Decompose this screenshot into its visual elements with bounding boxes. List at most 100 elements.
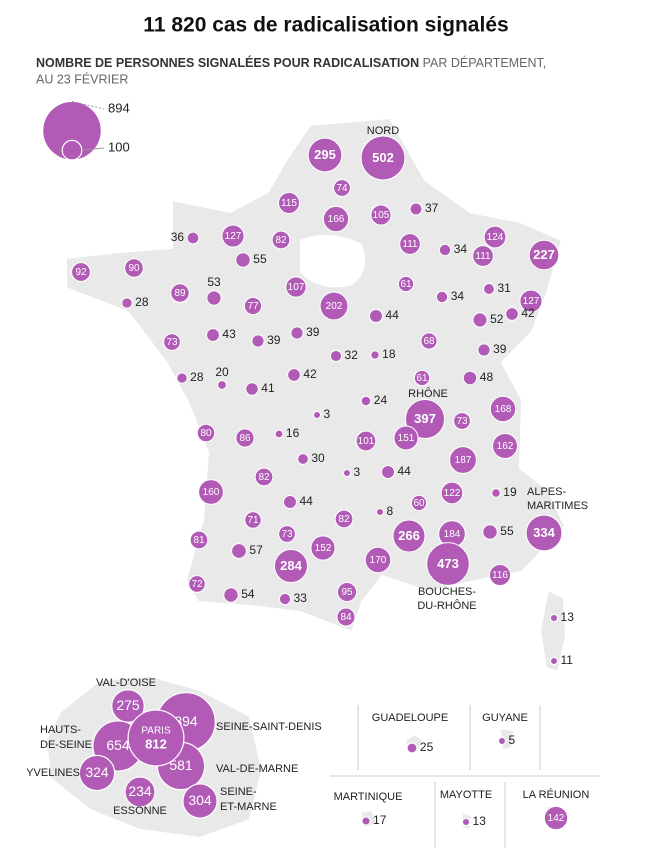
value-label: 304	[188, 792, 212, 808]
value-label: 654	[106, 737, 130, 753]
value-label: 61	[400, 279, 412, 290]
bubble	[307, 137, 343, 173]
value-label: 473	[437, 556, 459, 571]
value-label: 73	[166, 337, 178, 348]
subtitle-date: AU 23 FÉVRIER	[36, 71, 128, 86]
value-label: 82	[275, 235, 287, 246]
bubble	[170, 283, 190, 303]
value-label: 162	[497, 441, 514, 452]
value-label: 54	[241, 587, 255, 601]
value-label: 61	[416, 373, 428, 384]
overseas-name: GUYANE	[482, 712, 528, 724]
value-label: 11	[561, 653, 574, 667]
value-label: 105	[373, 210, 390, 221]
value-label: 84	[340, 612, 352, 623]
value-label: 266	[398, 528, 420, 543]
bubble	[498, 737, 506, 745]
bubble	[285, 276, 307, 298]
bubble	[528, 239, 560, 271]
value-label: 41	[261, 381, 275, 395]
bubble	[376, 508, 384, 516]
bubble	[277, 191, 301, 215]
value-label: 116	[492, 570, 508, 581]
bubble	[549, 613, 559, 623]
value-label: 53	[207, 275, 221, 289]
value-label: 55	[500, 524, 514, 538]
bubble	[111, 689, 145, 723]
bubble	[278, 525, 296, 543]
bubble	[438, 243, 452, 257]
bubble	[78, 754, 116, 792]
value-label: 122	[444, 488, 461, 499]
value-label: 17	[373, 813, 387, 827]
value-label: 187	[455, 455, 472, 466]
region-name: VAL-D'OISE	[96, 677, 156, 689]
value-label: 34	[454, 242, 468, 256]
bubble	[360, 395, 372, 407]
value-label: 334	[533, 525, 555, 540]
legend-circle	[42, 100, 102, 161]
bubble	[322, 205, 350, 233]
value-label: 5	[509, 733, 516, 747]
value-label: 42	[521, 306, 535, 320]
value-label: 13	[473, 814, 487, 828]
bubble	[488, 563, 512, 587]
bubble	[343, 469, 351, 477]
value-label: 24	[374, 393, 388, 407]
value-label: 42	[303, 367, 317, 381]
bubble	[336, 581, 358, 603]
region-name: ESSONNE	[113, 805, 167, 817]
bubble	[505, 307, 519, 321]
bubble	[121, 297, 133, 309]
value-label: 202	[326, 301, 343, 312]
value-label: 115	[281, 198, 297, 209]
value-label: 57	[249, 543, 263, 557]
bubble	[380, 464, 396, 480]
bubble	[435, 290, 449, 304]
department-name: MARITIMES	[527, 500, 588, 512]
bubble	[282, 494, 298, 510]
bubble	[491, 488, 501, 498]
bubble	[336, 607, 356, 627]
subtitle-rest: PAR DÉPARTEMENT,	[423, 55, 547, 70]
department-name: NORD	[367, 125, 399, 137]
bubble	[274, 429, 284, 439]
bubble	[333, 179, 351, 197]
bubble	[223, 587, 239, 603]
value-label: 60	[413, 498, 425, 509]
value-label: 16	[286, 426, 300, 440]
value-label: 28	[135, 295, 149, 309]
bubble	[271, 230, 291, 250]
value-label: 95	[341, 587, 353, 598]
bubble	[392, 519, 426, 553]
bubble	[319, 291, 349, 321]
value-label: 82	[338, 514, 350, 525]
bubble	[543, 805, 569, 831]
bubble	[182, 783, 218, 819]
value-label: 127	[225, 231, 242, 242]
department-name: DU-RHÔNE	[417, 599, 476, 612]
value-label: 151	[398, 433, 415, 444]
bubble	[393, 425, 419, 451]
value-label: 32	[345, 348, 359, 362]
bubble	[399, 233, 421, 255]
subtitle-bold: NOMBRE DE PERSONNES SIGNALÉES POUR RADIC…	[36, 55, 419, 70]
value-label: 234	[128, 783, 152, 799]
bubble	[245, 382, 259, 396]
legend-label: 100	[108, 139, 130, 154]
value-label: 55	[253, 252, 267, 266]
value-label: 581	[169, 757, 193, 773]
bubble	[243, 296, 263, 316]
value-label: 34	[451, 289, 465, 303]
value-label: 39	[306, 325, 320, 339]
bubble	[251, 334, 265, 348]
value-label: 111	[402, 239, 418, 250]
bubble	[235, 428, 255, 448]
value-label: 48	[480, 370, 494, 384]
bubble	[519, 289, 543, 313]
value-label: 31	[497, 281, 511, 295]
bubble	[360, 135, 406, 181]
bubble	[364, 546, 392, 574]
bubble	[449, 446, 477, 474]
overseas-name: MARTINIQUE	[334, 791, 403, 803]
